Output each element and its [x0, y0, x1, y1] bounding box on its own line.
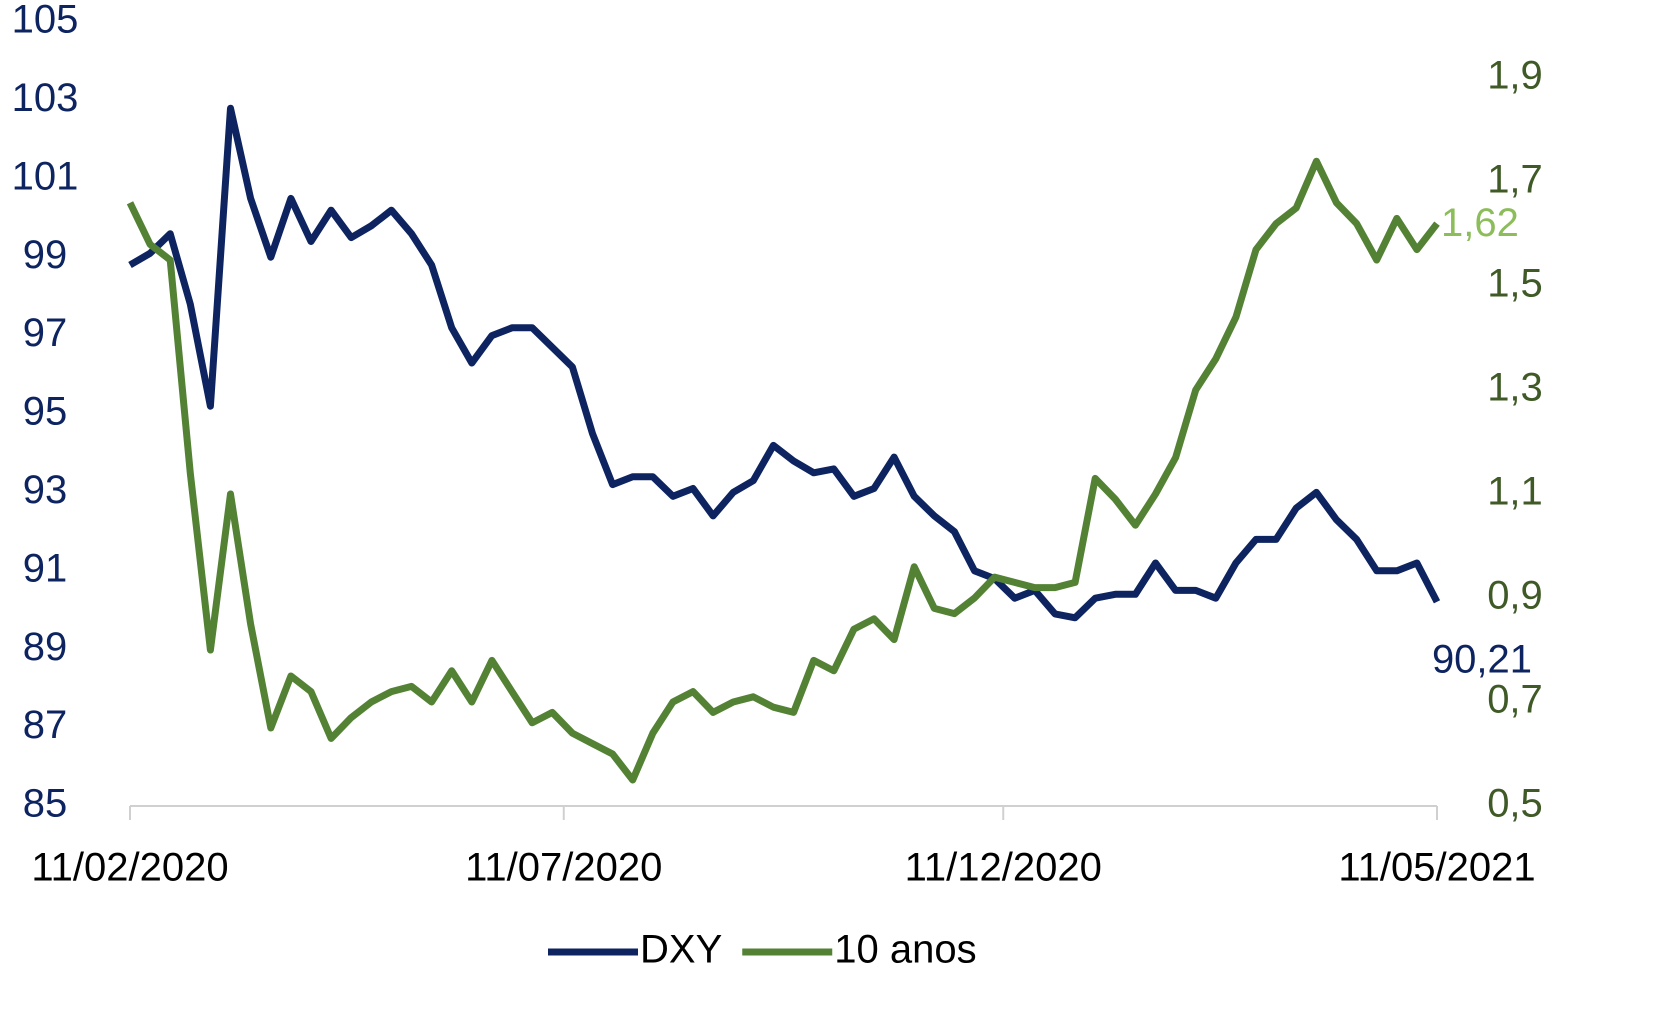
- y2-tick-label: 1,7: [1487, 158, 1543, 202]
- y2-tick-label: 0,5: [1487, 782, 1543, 826]
- y2-tick-label: 0,7: [1487, 678, 1543, 722]
- legend-label: 10 anos: [834, 928, 976, 972]
- y-tick-label: 85: [23, 782, 68, 826]
- series-line: [128, 104, 1441, 622]
- x-tick-label: 11/05/2021: [1338, 846, 1535, 890]
- x-tick-label: 11/12/2020: [905, 846, 1102, 890]
- y-tick-label: 89: [23, 625, 68, 669]
- y-tick-label: 97: [23, 311, 68, 355]
- legend-label: DXY: [640, 928, 722, 972]
- y-tick-label: 87: [23, 703, 68, 747]
- y-tick-label: 93: [23, 468, 68, 512]
- y2-tick-label: 1,5: [1487, 262, 1543, 306]
- y-tick-label: 95: [23, 390, 68, 434]
- y-tick-label: 105: [12, 0, 79, 42]
- y2-tick-label: 1,3: [1487, 366, 1543, 410]
- y2-tick-label: 1,9: [1487, 54, 1543, 98]
- x-tick-label: 11/07/2020: [465, 846, 662, 890]
- data-label: 1,62: [1441, 201, 1519, 245]
- y2-tick-label: 0,9: [1487, 574, 1543, 618]
- y-tick-label: 103: [12, 76, 79, 120]
- y-tick-label: 101: [12, 154, 79, 198]
- series-line: [126, 157, 1440, 784]
- x-tick-label: 11/02/2020: [31, 846, 228, 890]
- y-tick-label: 99: [23, 233, 68, 277]
- y-tick-label: 91: [23, 546, 68, 590]
- data-label: 90,21: [1432, 637, 1532, 681]
- y2-tick-label: 1,1: [1487, 470, 1543, 514]
